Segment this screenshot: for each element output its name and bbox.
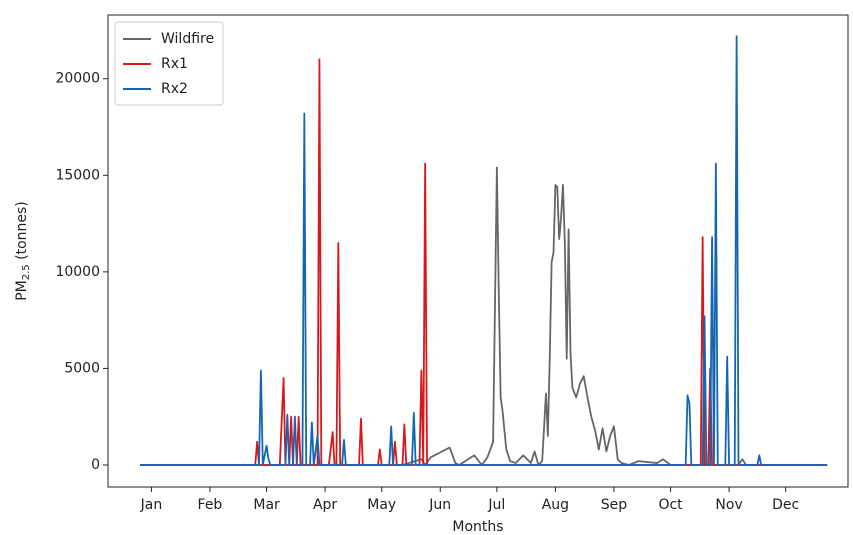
x-tick-label: Feb [198, 497, 223, 513]
x-tick-label: Dec [772, 497, 799, 513]
x-axis-label: Months [452, 519, 503, 535]
x-tick-label: Mar [253, 497, 280, 513]
y-label-main: PM [14, 280, 30, 301]
x-tick-label: Oct [658, 497, 683, 513]
series-line [140, 166, 828, 466]
y-tick-label: 10000 [55, 264, 100, 280]
y-label-sub: 2.5 [21, 264, 32, 280]
y-label-unit: (tonnes) [14, 201, 30, 264]
x-tick-label: Sep [601, 497, 628, 513]
y-tick-label: 20000 [55, 71, 100, 87]
x-tick-label: Jun [428, 497, 451, 513]
legend-box [114, 21, 224, 106]
y-tick-label: 0 [91, 457, 100, 473]
legend-label: Rx2 [161, 81, 188, 97]
x-tick-label: Aug [542, 497, 569, 513]
x-tick-label: May [367, 497, 396, 513]
series-line [140, 35, 828, 466]
series-line [140, 58, 828, 466]
x-tick-label: Nov [715, 497, 742, 513]
y-tick-label: 15000 [55, 167, 100, 183]
legend-label: Rx1 [161, 56, 188, 72]
plot-frame [107, 14, 849, 488]
y-axis-label: PM2.5 (tonnes) [14, 201, 32, 301]
y-tick-label: 5000 [64, 360, 100, 376]
x-tick-label: Jul [487, 497, 505, 513]
legend-label: Wildfire [161, 31, 214, 47]
x-tick-label: Jan [140, 497, 163, 513]
x-tick-label: Apr [313, 497, 337, 513]
